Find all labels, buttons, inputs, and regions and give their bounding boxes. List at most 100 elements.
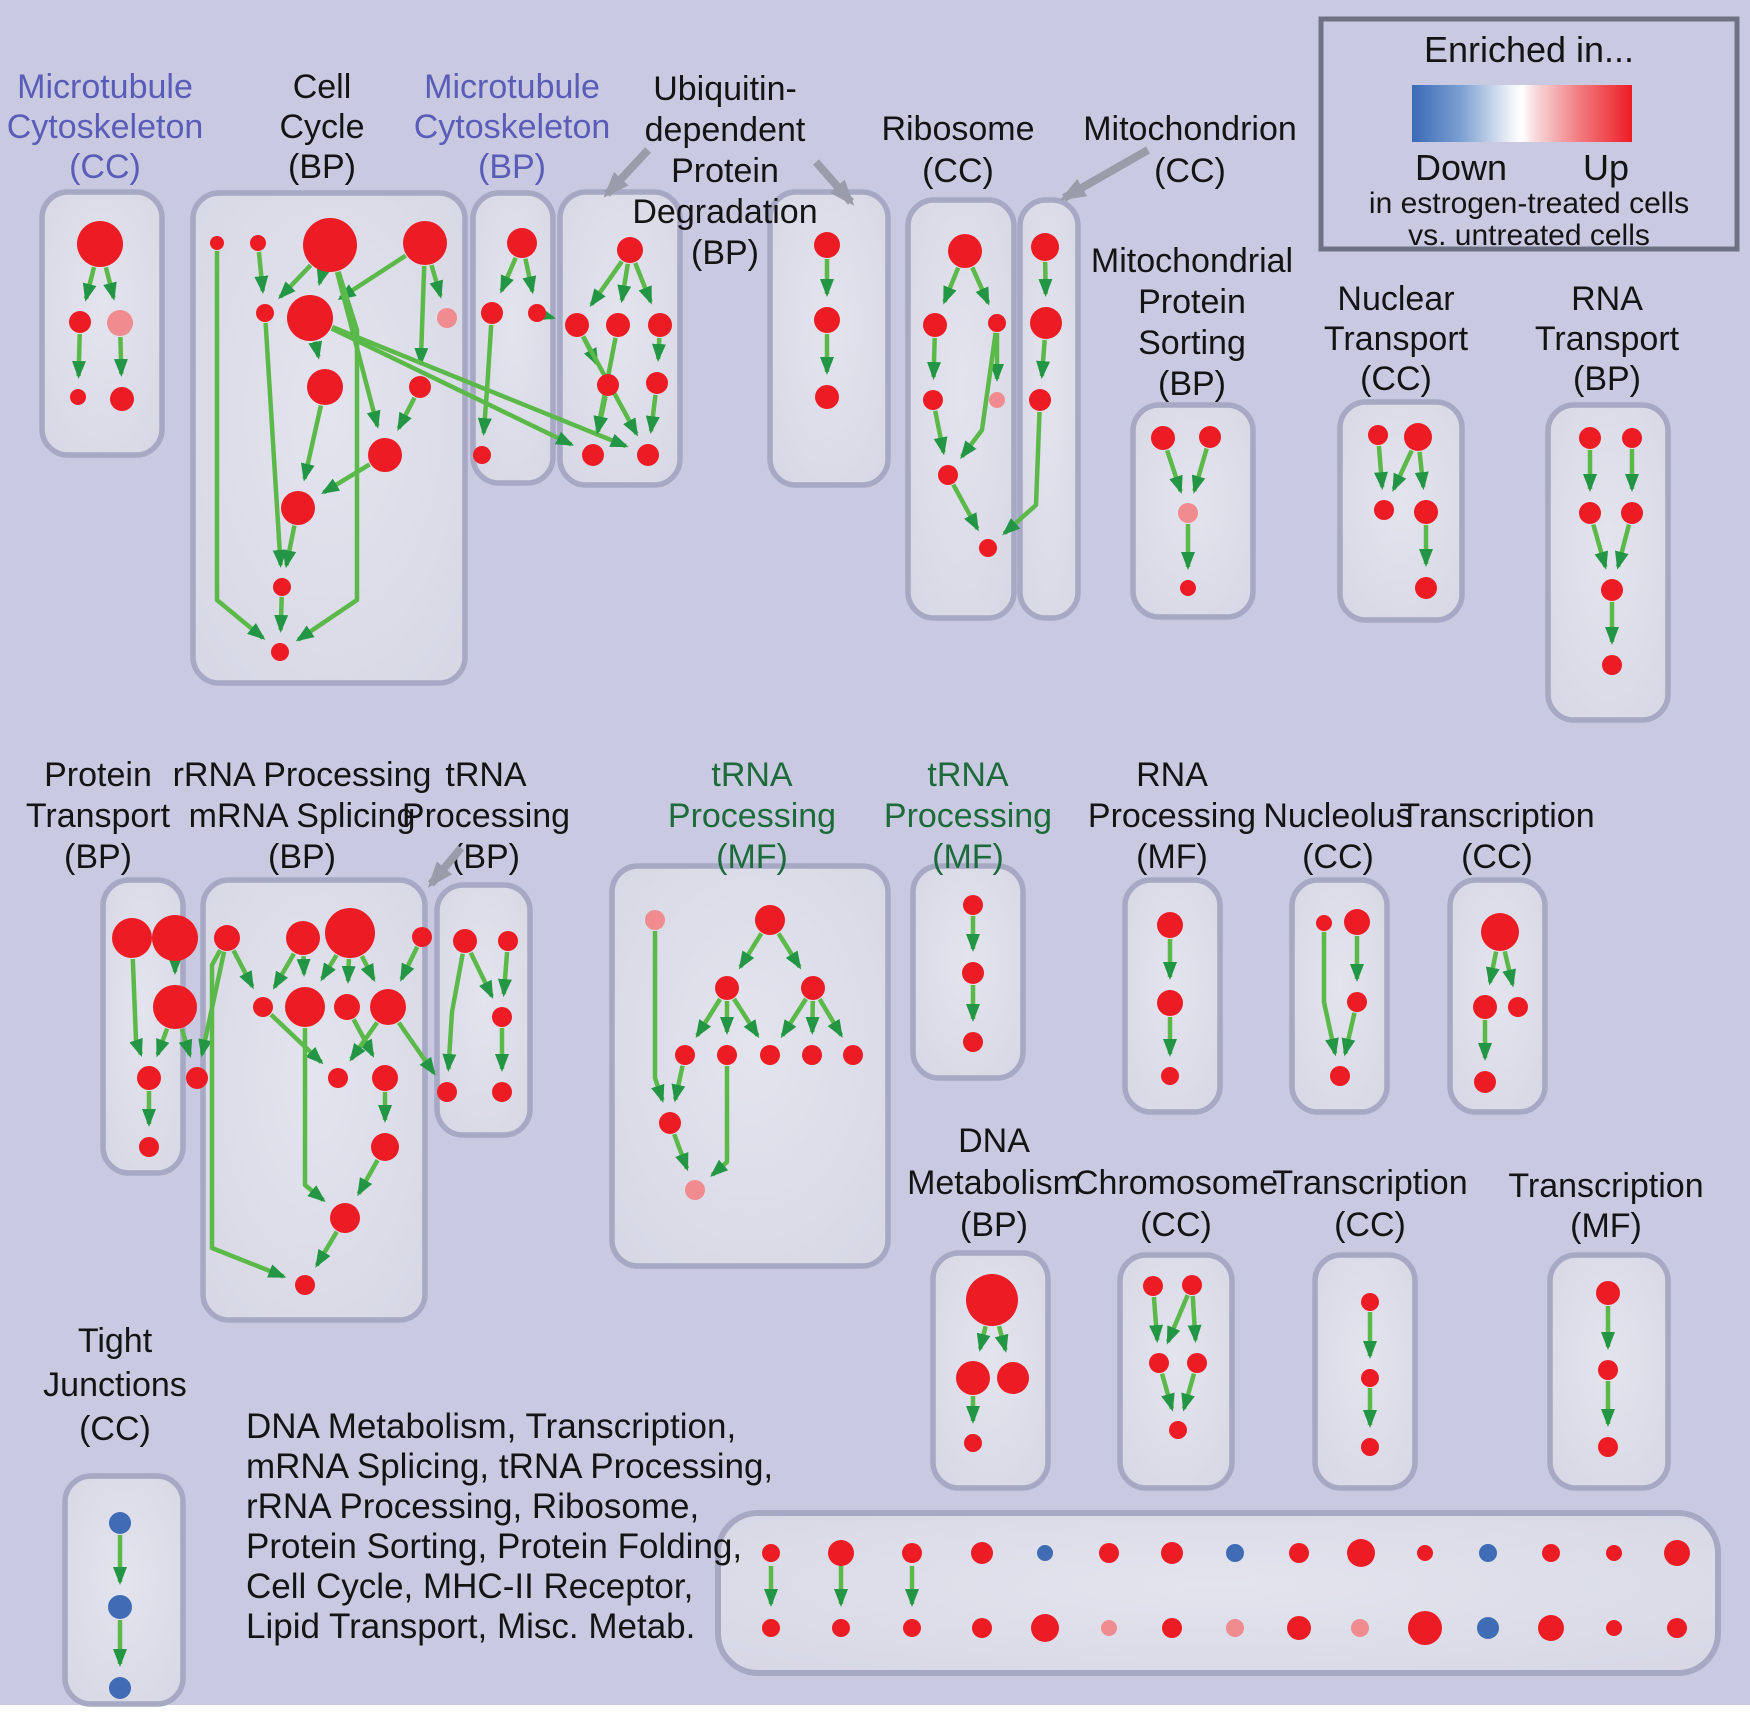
edge bbox=[589, 260, 624, 308]
edge bbox=[302, 1028, 326, 1203]
cluster-box-microtubule-cc bbox=[39, 189, 165, 458]
go-term-node bbox=[285, 987, 325, 1027]
edge bbox=[651, 337, 666, 362]
go-term-node bbox=[1347, 1539, 1375, 1567]
cluster-box-ubiquitin-degradation-left bbox=[557, 189, 683, 488]
cluster-label-microtubule-bp: Microtubule Cytoskeleton (BP) bbox=[414, 68, 611, 186]
go-term-node bbox=[1667, 1618, 1687, 1638]
go-term-node bbox=[802, 1045, 822, 1065]
go-term-node bbox=[1374, 500, 1394, 520]
callout-arrow bbox=[427, 845, 465, 888]
go-term-node bbox=[1479, 1544, 1497, 1562]
go-term-node bbox=[1287, 1616, 1311, 1640]
go-term-node bbox=[1606, 1620, 1622, 1636]
go-term-node bbox=[303, 218, 357, 272]
edge bbox=[976, 1325, 991, 1352]
go-term-node bbox=[606, 313, 630, 337]
go-term-node bbox=[1417, 1545, 1433, 1561]
go-term-node bbox=[210, 236, 224, 250]
edges-layer bbox=[71, 251, 1639, 1667]
go-term-node bbox=[498, 931, 518, 951]
go-term-node bbox=[368, 438, 402, 472]
go-term-node bbox=[675, 1045, 695, 1065]
go-term-node bbox=[923, 313, 947, 337]
go-term-node bbox=[437, 1082, 457, 1102]
edge bbox=[1321, 932, 1339, 1057]
go-term-node bbox=[1368, 425, 1388, 445]
edge bbox=[274, 596, 289, 633]
go-term-node bbox=[997, 1362, 1029, 1394]
go-term-node bbox=[1178, 503, 1198, 523]
edge bbox=[442, 953, 465, 1072]
go-term-node bbox=[77, 221, 123, 267]
go-term-node bbox=[109, 1512, 131, 1534]
cluster-label-mitochondrion: Mitochondrion (CC) bbox=[1083, 110, 1297, 190]
go-term-node bbox=[1598, 1360, 1618, 1380]
go-term-node bbox=[1621, 502, 1643, 524]
go-term-node bbox=[403, 221, 447, 265]
edge bbox=[671, 1065, 686, 1103]
go-term-node bbox=[1538, 1615, 1564, 1641]
go-term-node bbox=[963, 895, 983, 915]
go-term-node bbox=[1579, 502, 1601, 524]
go-term-node bbox=[617, 237, 643, 263]
go-term-node bbox=[1415, 577, 1437, 599]
cluster-label-trna-mf-2: tRNA Processing (MF) bbox=[884, 756, 1052, 876]
go-term-node bbox=[108, 1595, 132, 1619]
go-term-node bbox=[112, 918, 152, 958]
go-term-node bbox=[801, 976, 825, 1000]
go-term-node bbox=[109, 1677, 131, 1699]
go-term-node bbox=[1542, 1544, 1560, 1562]
go-term-node bbox=[582, 444, 604, 466]
cluster-label-ubiquitin: Ubiquitin-dependent Protein Degradation (BP… bbox=[632, 70, 817, 272]
go-term-node bbox=[1414, 500, 1438, 524]
cluster-box-transcription-cc-mid bbox=[1447, 877, 1548, 1115]
edge bbox=[300, 405, 324, 482]
go-term-node bbox=[1029, 389, 1051, 411]
cluster-label-dna-metabolism: DNA Metabolism (BP) bbox=[907, 1122, 1081, 1244]
edge bbox=[1181, 1372, 1197, 1412]
cluster-label-ribosome: Ribosome (CC) bbox=[881, 110, 1034, 190]
go-term-node bbox=[1289, 1543, 1309, 1563]
go-term-node bbox=[295, 1275, 315, 1295]
cluster-label-trna-mf-1: tRNA Processing (MF) bbox=[668, 756, 836, 876]
go-term-node bbox=[1596, 1281, 1620, 1305]
go-term-node bbox=[979, 539, 997, 557]
go-term-node bbox=[107, 310, 133, 336]
go-term-node bbox=[1180, 580, 1196, 596]
go-term-node bbox=[1508, 997, 1528, 1017]
edge bbox=[960, 332, 998, 459]
go-term-node bbox=[1099, 1543, 1119, 1563]
edge bbox=[594, 396, 609, 435]
edge bbox=[214, 251, 266, 640]
go-term-node bbox=[139, 1137, 159, 1157]
go-term-node bbox=[286, 921, 320, 955]
go-term-node bbox=[1606, 1545, 1622, 1561]
go-term-node bbox=[964, 1434, 982, 1452]
edge bbox=[263, 322, 287, 568]
edge bbox=[209, 949, 287, 1279]
edge bbox=[1149, 1296, 1164, 1344]
legend-subtitle-line1: in estrogen-treated cells bbox=[1369, 187, 1689, 220]
legend-down-label: Down bbox=[1415, 147, 1507, 188]
edge bbox=[805, 1000, 820, 1035]
edge bbox=[617, 263, 632, 304]
go-term-node bbox=[637, 444, 659, 466]
edge bbox=[942, 266, 961, 305]
edge bbox=[359, 955, 376, 983]
edge bbox=[1615, 524, 1632, 570]
go-term-node bbox=[1602, 655, 1622, 675]
edge bbox=[1165, 1294, 1190, 1345]
edge bbox=[155, 1027, 170, 1058]
go-term-node bbox=[715, 976, 739, 1000]
go-term-node bbox=[1101, 1620, 1117, 1636]
edge bbox=[776, 932, 802, 970]
go-term-node bbox=[1601, 579, 1623, 601]
go-term-node bbox=[137, 1066, 161, 1090]
go-term-node bbox=[1361, 1438, 1379, 1456]
edge bbox=[1414, 451, 1429, 491]
edge bbox=[396, 396, 417, 431]
cluster-label-microtubule-cc: Microtubule Cytoskeleton (CC) bbox=[7, 68, 204, 186]
go-term-node bbox=[287, 295, 333, 341]
